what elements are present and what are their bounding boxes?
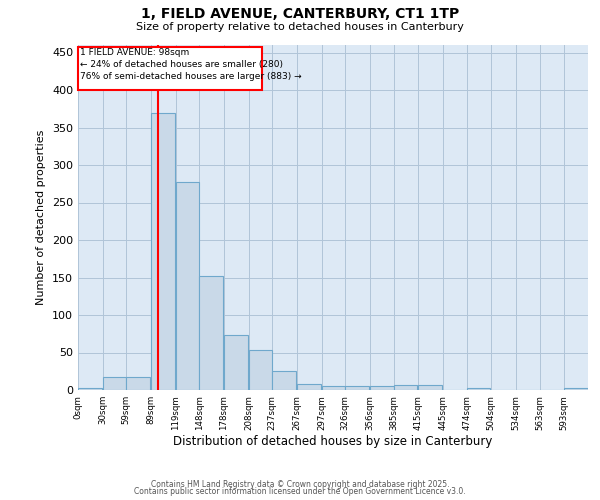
Text: Contains HM Land Registry data © Crown copyright and database right 2025.: Contains HM Land Registry data © Crown c…: [151, 480, 449, 489]
Text: Contains public sector information licensed under the Open Government Licence v3: Contains public sector information licen…: [134, 487, 466, 496]
Text: 1, FIELD AVENUE, CANTERBURY, CT1 1TP: 1, FIELD AVENUE, CANTERBURY, CT1 1TP: [141, 8, 459, 22]
Y-axis label: Number of detached properties: Number of detached properties: [37, 130, 46, 305]
Bar: [151, 112, 175, 390]
Text: Size of property relative to detached houses in Canterbury: Size of property relative to detached ho…: [136, 22, 464, 32]
Text: 1 FIELD AVENUE: 98sqm
← 24% of detached houses are smaller (280)
76% of semi-det: 1 FIELD AVENUE: 98sqm ← 24% of detached …: [80, 48, 302, 80]
Bar: [297, 384, 321, 390]
Bar: [564, 388, 588, 390]
Bar: [418, 385, 442, 390]
FancyBboxPatch shape: [78, 46, 262, 90]
Bar: [199, 276, 223, 390]
Bar: [322, 386, 345, 390]
X-axis label: Distribution of detached houses by size in Canterbury: Distribution of detached houses by size …: [173, 436, 493, 448]
Bar: [176, 182, 199, 390]
Bar: [370, 386, 394, 390]
Bar: [78, 388, 102, 390]
Bar: [127, 378, 150, 390]
Bar: [345, 386, 369, 390]
Bar: [224, 335, 248, 390]
Bar: [248, 350, 272, 390]
Bar: [272, 371, 296, 390]
Bar: [394, 385, 418, 390]
Bar: [467, 388, 490, 390]
Bar: [103, 378, 127, 390]
